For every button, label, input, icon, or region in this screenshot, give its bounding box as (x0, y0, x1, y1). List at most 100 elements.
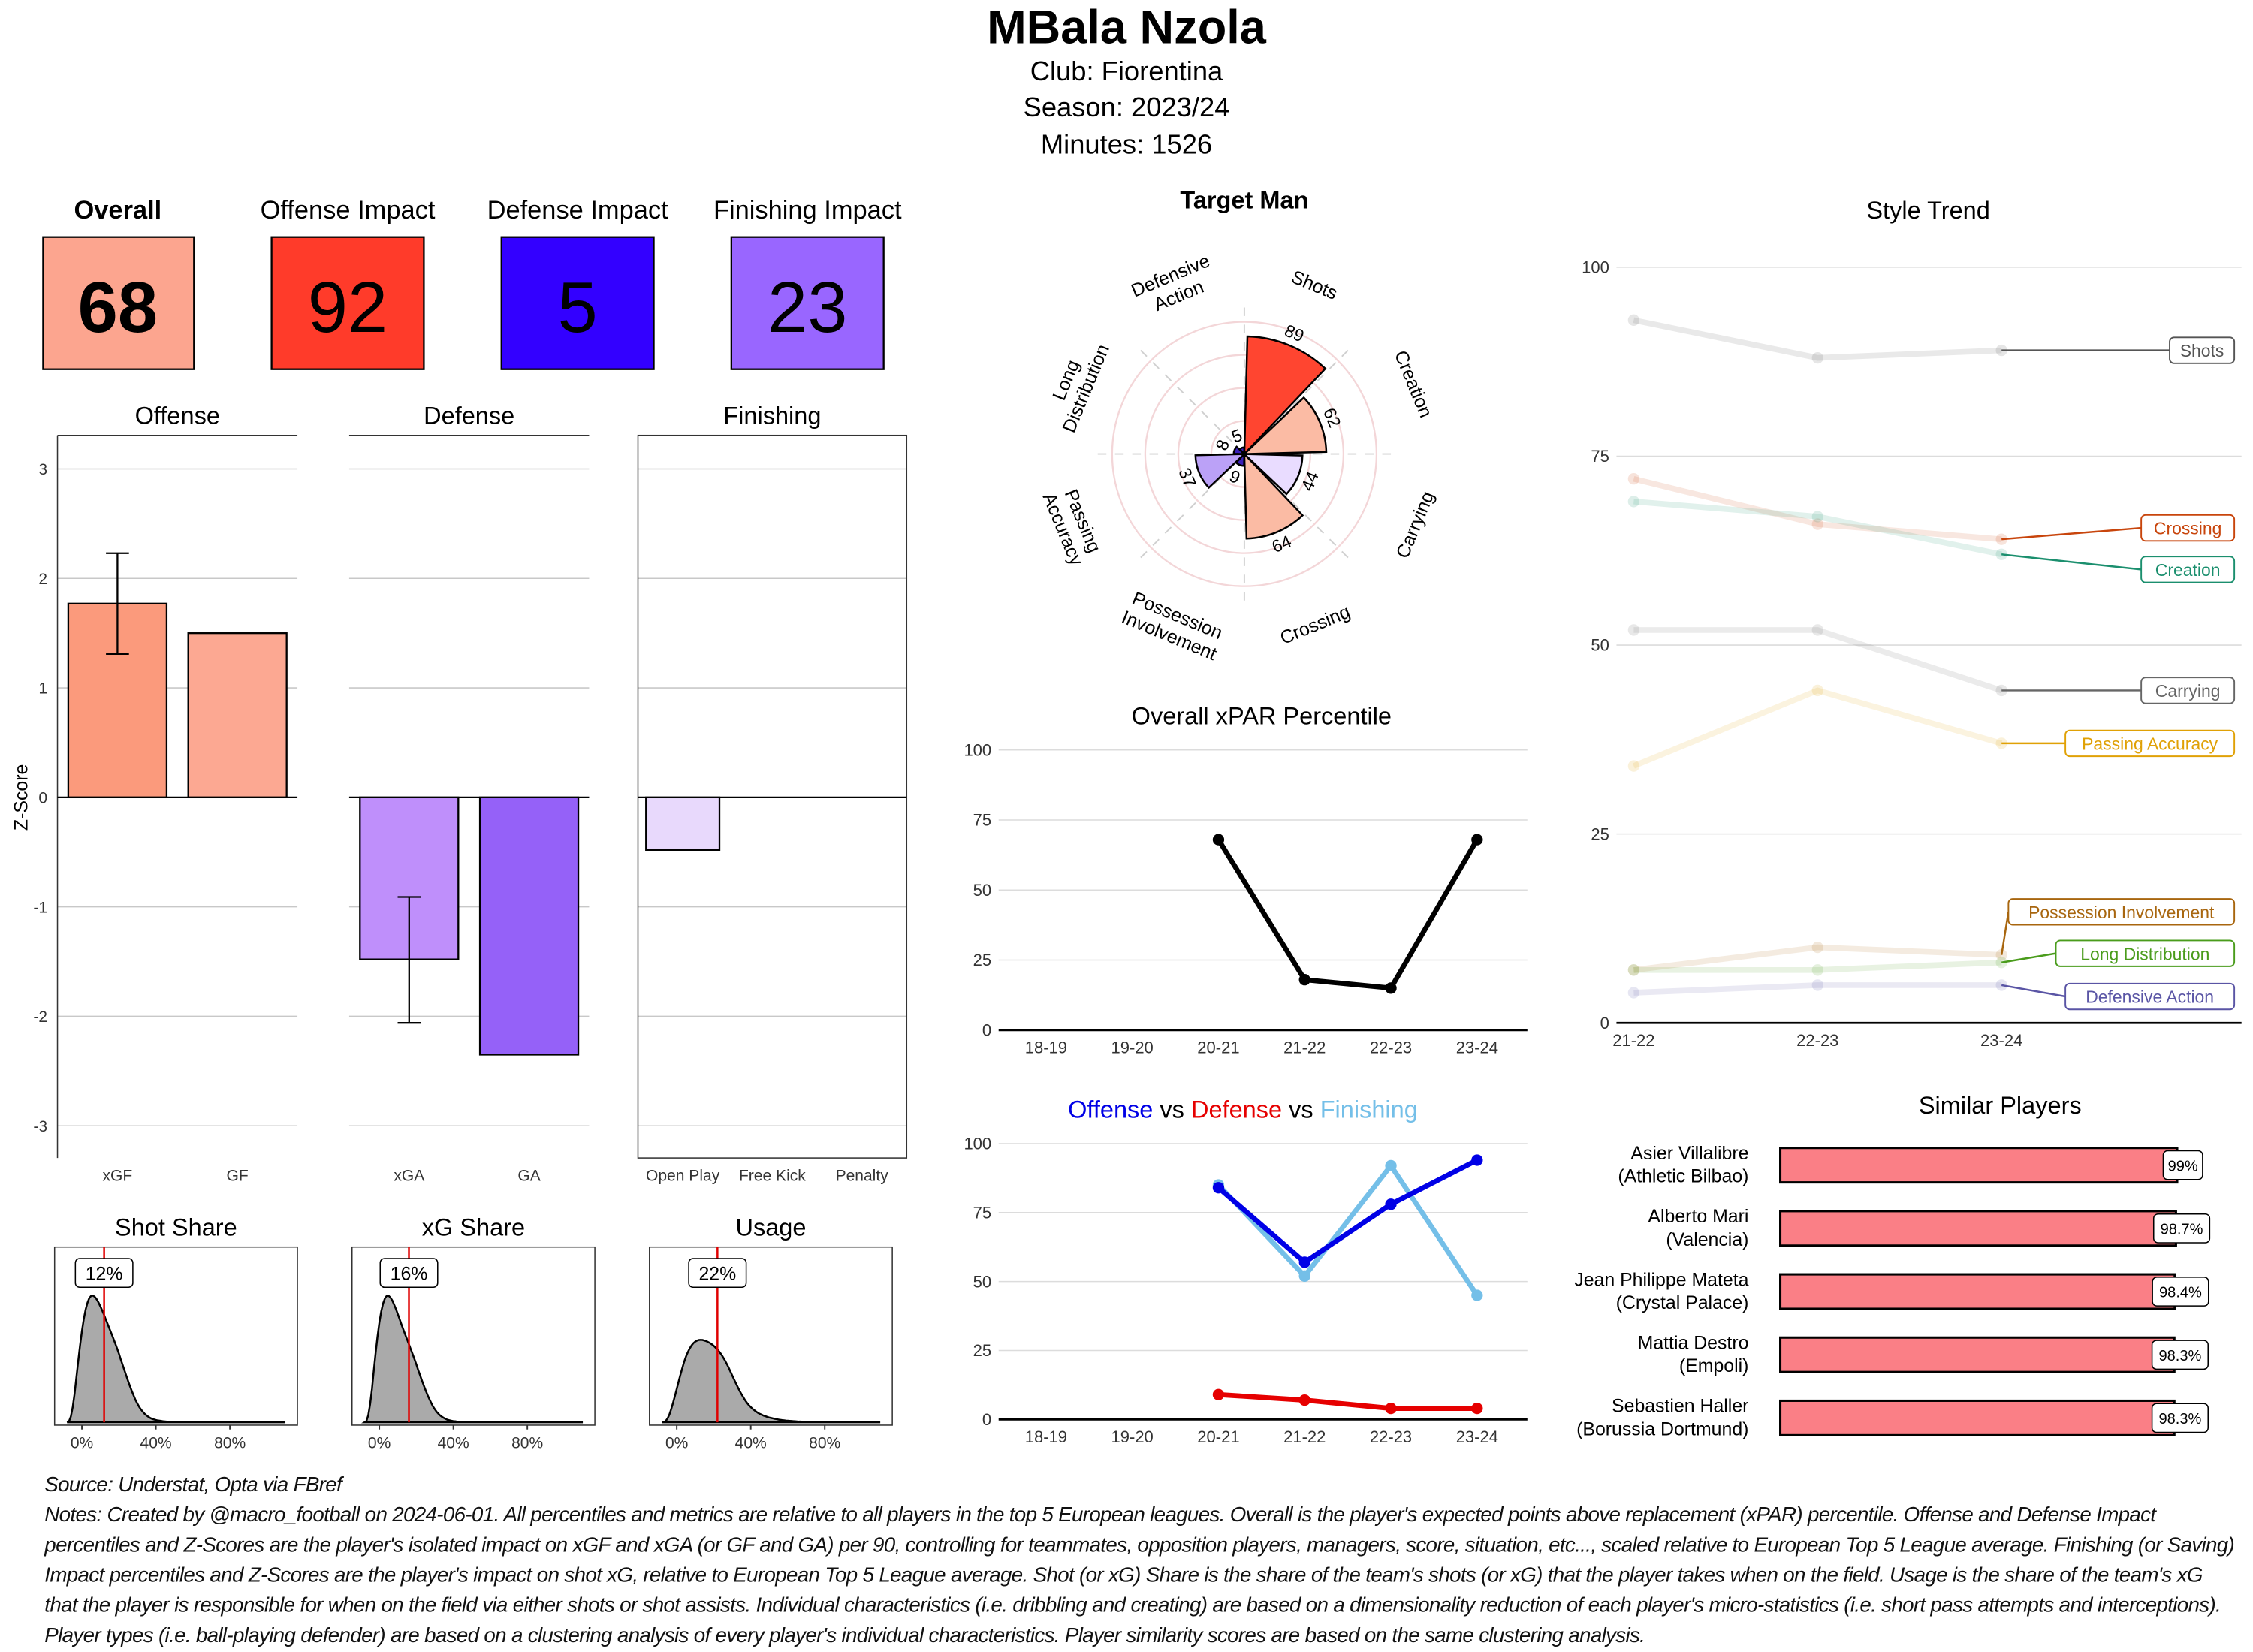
value-label: 12% (86, 1264, 123, 1285)
series-point-finishing (1298, 1270, 1310, 1282)
footer: Source: Understat, Opta via FBref Notes:… (44, 1471, 2236, 1652)
radar-bar-shots (1243, 335, 1327, 457)
ovd-title-defense: Defense (1191, 1096, 1282, 1123)
radar-bar-carrying (1241, 453, 1304, 496)
trend-series-possession-involvement: Possession Involvement (1627, 898, 2236, 976)
style-trend-chart: 100 75 50 25 021-22 22-23 23-24 Shots Crossing Cr… (1582, 258, 2242, 1050)
series-label-box (2064, 982, 2236, 1011)
radar-category-line: Shots (1288, 267, 1340, 304)
label-connector (2001, 526, 2142, 541)
radar-category-line: Creation (1390, 348, 1437, 421)
trend-point (1995, 979, 2007, 991)
player-club: (Empoli) (1679, 1355, 1749, 1376)
series-label: Carrying (2155, 681, 2221, 701)
series-point-xpar (1298, 974, 1310, 986)
score-value: 5 (558, 267, 598, 348)
panel-title: Shot Share (115, 1213, 237, 1241)
series-label-box (2140, 556, 2236, 583)
series-point-offense (1385, 1198, 1397, 1210)
density-curve (66, 1295, 286, 1424)
similarity-label-box (2152, 1213, 2211, 1244)
similarity-bar (1779, 1273, 2176, 1310)
bar-gf (187, 632, 288, 799)
series-line-defense (1218, 1391, 1477, 1411)
series-line-offense (1217, 1158, 1479, 1265)
series-label: Shots (2180, 341, 2224, 360)
similarity-bar (1779, 1210, 2177, 1247)
ovd-title-vs: vs (1282, 1096, 1320, 1123)
radar-value-label: 62 (1320, 405, 1345, 430)
club-line: Club: Fiorentina (1030, 56, 1223, 86)
similarity-label-box (2162, 1150, 2203, 1180)
series-point-offense (1298, 1256, 1310, 1268)
density-curve (361, 1295, 584, 1424)
x-tick-label: 18-19 (1025, 1038, 1067, 1057)
series-point-xpar (1471, 834, 1483, 846)
similarity-label: 98.3% (2158, 1411, 2201, 1427)
x-tick-label: 20-21 (1197, 1038, 1239, 1057)
radar-bar-creation (1241, 396, 1328, 455)
y-tick-label: 0 (38, 790, 47, 807)
trend-point (1627, 314, 1640, 326)
x-tick-label: 21-22 (1283, 1038, 1326, 1057)
x-tick-label: xGA (394, 1168, 424, 1185)
trend-series-carrying: Carrying (1627, 624, 2236, 704)
similarity-label: 98.4% (2159, 1285, 2202, 1301)
x-tick-label: 23-24 (1456, 1038, 1498, 1057)
minutes-line: Minutes: 1526 (1041, 129, 1212, 160)
series-label: Possession Involvement (2028, 903, 2215, 922)
panel-title: Finishing (723, 402, 821, 429)
similarity-bar (1779, 1399, 2176, 1436)
radar-category-line: Carrying (1392, 488, 1439, 562)
score-label: Overall (74, 196, 162, 225)
score-value: 23 (768, 267, 847, 348)
radar-bar-crossing (1243, 451, 1304, 540)
trend-point (1811, 684, 1823, 697)
x-tick-label: 0% (665, 1435, 688, 1452)
x-tick-label: GF (227, 1168, 249, 1185)
x-tick-label: Penalty (836, 1168, 889, 1185)
radar-category-label: LongDistribution (1039, 333, 1114, 436)
series-point-defense (1471, 1402, 1483, 1415)
series-label: Defensive Action (2086, 987, 2214, 1007)
similarity-label-box (2152, 1277, 2209, 1307)
trend-line (1633, 499, 2002, 558)
similar-player-row: Sebastien Haller(Borussia Dortmund) 98.3% (1576, 1396, 2209, 1439)
y-tick-label: 50 (973, 1272, 991, 1291)
series-point-defense (1298, 1394, 1310, 1406)
series-point-offense (1471, 1154, 1483, 1166)
radar-spoke (1140, 349, 1245, 455)
y-tick-label: 0 (982, 1020, 991, 1039)
y-tick-label: -3 (33, 1118, 47, 1135)
score-box (42, 236, 195, 370)
ovd-title-vs: vs (1153, 1096, 1191, 1123)
zscore-axis-label: Z-Score (11, 764, 32, 831)
label-connector (2000, 912, 2010, 955)
trend-point (1811, 624, 1823, 636)
series-label: Passing Accuracy (2082, 734, 2218, 753)
similar-players-chart: Asier Villalibre(Athletic Bilbao) 99% Albe… (1574, 1143, 2211, 1439)
ovd-title: Offense vs Defense vs Finishing (1068, 1096, 1418, 1123)
label-connector (2001, 553, 2142, 571)
similarity-label-box (2151, 1403, 2209, 1433)
radar-category-label: PassingAccuracy (1039, 481, 1108, 569)
x-tick-label: 18-19 (1025, 1427, 1067, 1446)
score-label: Defense Impact (487, 196, 669, 225)
radar-category-label: Carrying (1392, 488, 1439, 562)
x-tick-label: 21-22 (1283, 1427, 1326, 1446)
series-line-xpar (1216, 838, 1479, 991)
y-tick-label: 3 (38, 461, 47, 478)
radar-category-label: PossessionInvolvement (1118, 586, 1228, 665)
similarity-label-box (2151, 1340, 2209, 1370)
radar-category-label: DefensiveAction (1128, 250, 1221, 321)
zscore-panel-defense: Defense xGA GA (348, 402, 590, 1185)
x-tick-label: 0% (71, 1435, 93, 1452)
bar-ga (478, 796, 580, 1056)
ovd-title-finishing: Finishing (1320, 1096, 1418, 1123)
y-tick-label: -2 (33, 1008, 47, 1026)
trend-line (1633, 944, 2002, 973)
x-tick-label: GA (517, 1168, 540, 1185)
